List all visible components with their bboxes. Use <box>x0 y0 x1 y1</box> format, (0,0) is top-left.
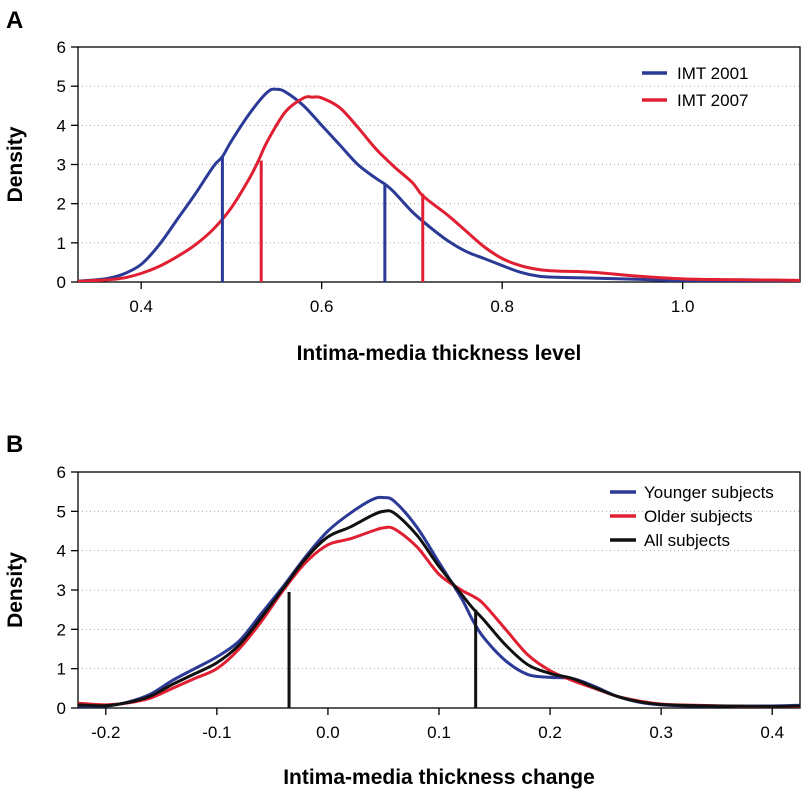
series-line-all-subjects <box>78 509 800 708</box>
y-tick-label: 2 <box>57 195 66 214</box>
legend-entry: IMT 2007 <box>677 91 749 110</box>
panel-label: A <box>6 7 23 34</box>
x-tick-label: 0.8 <box>490 297 514 316</box>
legend-entry: IMT 2001 <box>677 64 749 83</box>
x-tick-label: 0.4 <box>760 723 784 742</box>
panel-b: B 0 1 2 3 4 5 6 -0.2 -0.1 0.0 0.1 0.2 0.3 0.4 Intima-me… <box>4 431 801 789</box>
y-tick-label: 2 <box>57 620 66 639</box>
series-line-imt-2007 <box>78 95 800 282</box>
series-line-younger-subjects <box>78 495 800 708</box>
y-tick-label: 3 <box>57 581 66 600</box>
y-tick-label: 0 <box>57 273 66 292</box>
y-tick-label: 5 <box>57 77 66 96</box>
y-tick-label: 6 <box>57 38 66 57</box>
x-tick-label: 0.1 <box>427 723 451 742</box>
y-tick-label: 6 <box>57 463 66 482</box>
y-axis-title: Density <box>4 552 27 628</box>
legend: Younger subjects Older subjects All subjec… <box>610 483 774 550</box>
x-axis-title: Intima-media thickness change <box>283 766 595 789</box>
panel-label: B <box>6 431 23 458</box>
y-tick-label: 4 <box>57 116 66 135</box>
legend-entry: All subjects <box>644 531 730 550</box>
legend-entry: Younger subjects <box>644 483 774 502</box>
x-tick-label: 0.2 <box>538 723 562 742</box>
y-tick-label: 5 <box>57 502 66 521</box>
panel-a: A 0 1 2 3 4 5 6 0.4 0.6 0.8 1.0 Intima-media thickne… <box>4 7 801 365</box>
y-tick-label: 3 <box>57 156 66 175</box>
x-tick-label: -0.2 <box>91 723 120 742</box>
y-tick-label: 0 <box>57 699 66 718</box>
y-tick-label: 4 <box>57 542 66 561</box>
x-tick-label: 0.3 <box>649 723 673 742</box>
x-axis-title: Intima-media thickness level <box>297 342 582 365</box>
legend: IMT 2001 IMT 2007 <box>642 64 749 110</box>
x-tick-label: 0.4 <box>129 297 153 316</box>
y-axis-title: Density <box>4 126 27 202</box>
x-tick-label: 1.0 <box>671 297 695 316</box>
series-line-imt-2001 <box>78 87 800 282</box>
legend-entry: Older subjects <box>644 507 753 526</box>
y-tick-label: 1 <box>57 660 66 679</box>
x-tick-label: 0.0 <box>316 723 340 742</box>
x-tick-label: -0.1 <box>202 723 231 742</box>
series-line-older-subjects <box>78 525 800 708</box>
y-tick-label: 1 <box>57 234 66 253</box>
x-tick-label: 0.6 <box>310 297 334 316</box>
